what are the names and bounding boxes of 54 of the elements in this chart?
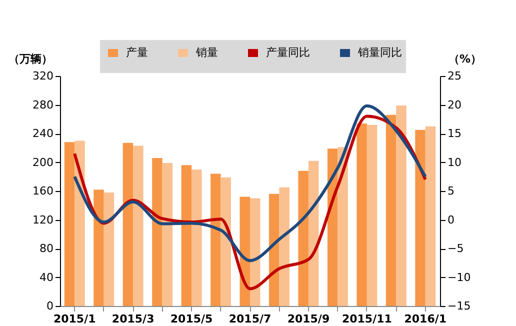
bar: [250, 198, 260, 306]
x-tick-label: 2016/1: [404, 312, 447, 326]
legend-label: 销量: [195, 46, 218, 59]
y2-tick-label: −10: [448, 270, 471, 284]
bar: [94, 190, 104, 306]
bar: [210, 174, 221, 306]
y2-tick-label: 25: [448, 70, 462, 82]
legend-label: 产量同比: [266, 46, 310, 59]
bar: [220, 177, 231, 306]
bar: [162, 162, 173, 306]
y-axis-title: （万辆）: [8, 52, 52, 66]
bar: [415, 130, 426, 306]
y-tick-label: 120: [32, 213, 54, 226]
y-tick-label: 280: [32, 98, 54, 112]
bar: [122, 142, 134, 306]
bar: [152, 158, 162, 306]
bar: [279, 187, 290, 306]
x-tick-label: 2015/9: [287, 312, 330, 326]
y-tick-label: 240: [32, 127, 54, 140]
y2-tick-label: −15: [448, 300, 471, 312]
x-tick-label: 2015/5: [170, 312, 213, 326]
bar: [356, 123, 367, 306]
y-tick-label: 320: [32, 70, 54, 82]
y2-tick-label: 15: [448, 127, 462, 140]
y-tick-label: 40: [40, 270, 54, 284]
y2-tick-label: −5: [448, 242, 464, 255]
bar: [386, 114, 396, 306]
x-tick-label: 2015/11: [342, 312, 392, 326]
y-tick-label: 160: [32, 184, 54, 198]
y2-tick-label: 5: [448, 184, 454, 198]
bar: [298, 170, 308, 306]
y2-tick-label: 20: [448, 98, 462, 112]
legend-label: 产量: [126, 46, 148, 59]
bar: [308, 160, 319, 306]
y2-axis-title: （%）: [448, 52, 482, 66]
bar: [64, 142, 75, 306]
bar: [181, 165, 192, 306]
y-tick-label: 200: [32, 156, 54, 169]
y-tick-label: 0: [46, 300, 54, 312]
y2-tick-label: 10: [448, 156, 462, 169]
x-tick-label: 2015/7: [228, 312, 272, 326]
y-tick-label: 80: [40, 242, 54, 255]
bar: [104, 192, 114, 306]
y2-tick-label: 0: [448, 213, 454, 226]
x-tick-label: 2015/3: [112, 312, 154, 326]
legend-label: 销量同比: [357, 46, 402, 59]
line-series: [73, 104, 427, 262]
bar: [133, 146, 144, 306]
bar: [269, 194, 280, 306]
bar: [366, 124, 378, 306]
bar: [192, 169, 202, 306]
x-tick-label: 2015/1: [53, 312, 96, 326]
bar: [425, 126, 436, 306]
bar: [396, 105, 406, 306]
